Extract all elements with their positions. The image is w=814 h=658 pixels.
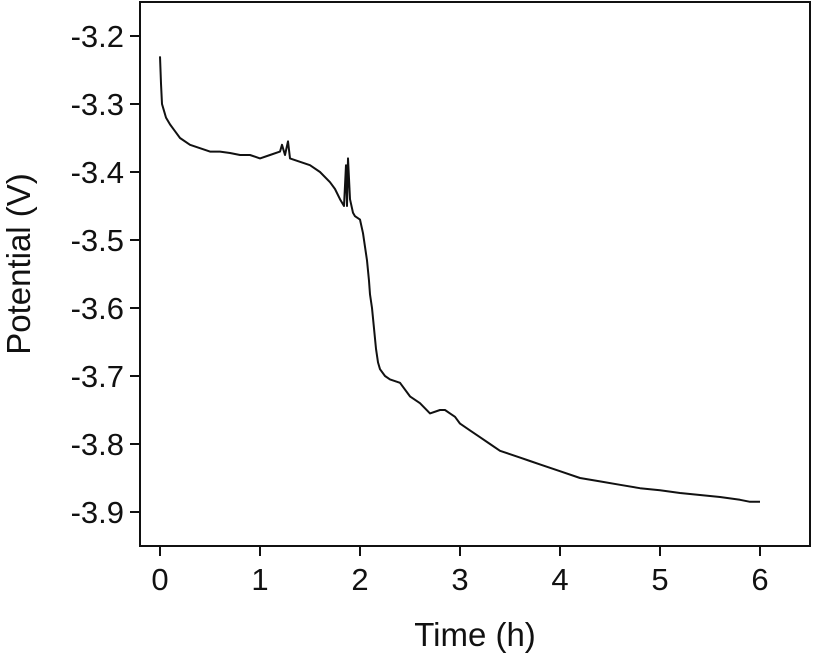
axis-ticks: 0 1 2 3 4 5 6 -3.2 -3.3 -3.4 -3.5 -3.6 -3.7 -3.8 -3.9 — [71, 19, 769, 597]
plot-frame — [139, 1, 811, 547]
x-tick-label: 2 — [351, 562, 368, 597]
x-tick-label: 4 — [551, 562, 568, 597]
y-axis-title: Potential (V) — [0, 173, 37, 355]
potential-series-line — [159, 56, 760, 503]
y-tick-label: -3.8 — [71, 427, 124, 462]
y-tick-label: -3.6 — [71, 291, 124, 326]
x-tick-label: 6 — [751, 562, 768, 597]
x-tick-label: 5 — [651, 562, 668, 597]
y-tick-label: -3.9 — [71, 495, 124, 530]
y-tick-label: -3.5 — [71, 223, 124, 258]
x-tick-label: 0 — [151, 562, 168, 597]
x-tick-label: 1 — [251, 562, 268, 597]
y-tick-label: -3.7 — [71, 359, 124, 394]
y-tick-label: -3.3 — [71, 87, 124, 122]
x-tick-label: 3 — [451, 562, 468, 597]
y-tick-label: -3.4 — [71, 155, 124, 190]
y-tick-label: -3.2 — [71, 19, 124, 54]
x-axis-title: Time (h) — [414, 616, 536, 653]
